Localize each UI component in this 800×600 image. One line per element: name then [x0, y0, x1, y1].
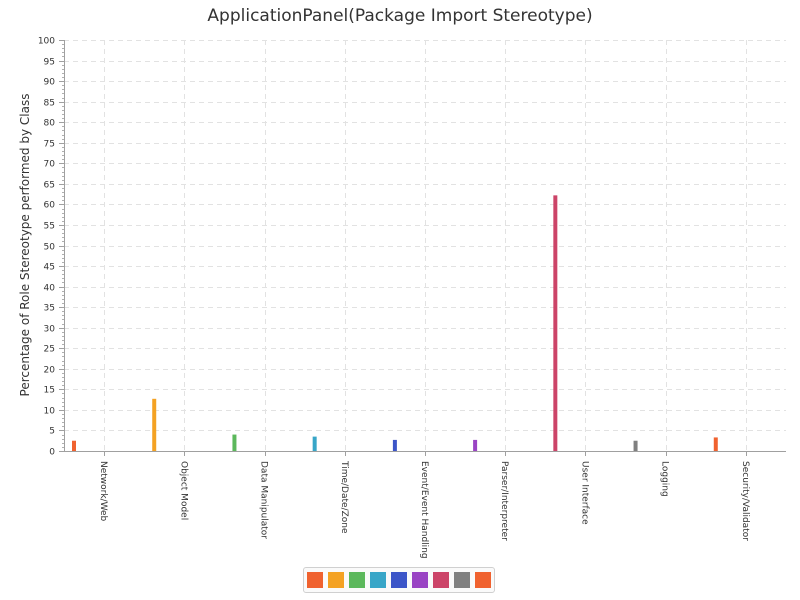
y-tick-label: 85: [44, 99, 55, 109]
legend-swatch[interactable]: [370, 572, 386, 588]
bar-security-validator: [713, 437, 718, 451]
y-tick-label: 80: [44, 119, 56, 129]
legend: [303, 567, 495, 593]
y-tick-label: 95: [44, 58, 55, 68]
bar-user-interface: [553, 195, 558, 451]
bars: [72, 195, 718, 451]
x-tick-label: Network/Web: [98, 461, 108, 522]
x-tick-label: Object Model: [178, 461, 188, 520]
y-tick-label: 55: [44, 222, 55, 232]
bar-event-event-handling: [392, 439, 397, 451]
grid-lines: [64, 40, 786, 451]
y-axis-title: Percentage of Role Stereotype performed …: [18, 94, 32, 397]
y-tick-label: 45: [44, 263, 55, 273]
chart-title: ApplicationPanel(Package Import Stereoty…: [207, 6, 593, 26]
y-tick-label: 70: [44, 160, 56, 170]
x-tick-label: Logging: [660, 461, 670, 497]
y-tick-label: 15: [44, 386, 55, 396]
legend-swatch[interactable]: [307, 572, 323, 588]
x-tick-label: Event/Event Handling: [419, 461, 429, 559]
y-tick-label: 20: [44, 366, 56, 376]
x-tick-label: Security/Validator: [740, 461, 750, 541]
bar-logging: [633, 440, 638, 451]
y-tick-label: 5: [49, 427, 55, 437]
bar-network-web: [72, 440, 76, 451]
x-tick-label: User Interface: [579, 461, 589, 525]
bar-object-model: [152, 398, 157, 451]
bar-data-manipulator: [232, 434, 237, 451]
y-tick-label: 100: [38, 37, 55, 47]
y-tick-label: 60: [44, 201, 56, 211]
legend-swatch[interactable]: [433, 572, 449, 588]
axis-labels: 0 5 10 15 20 25 30 35 40 45 50 55 60 65 70 75 80 85 90 95 10…: [38, 37, 750, 559]
legend-swatch[interactable]: [412, 572, 428, 588]
x-tick-label: Time/Date/Zone: [339, 460, 349, 534]
legend-swatch[interactable]: [475, 572, 491, 588]
legend-swatch[interactable]: [328, 572, 344, 588]
y-tick-label: 40: [44, 284, 56, 294]
bar-parser-interpreter: [473, 439, 478, 451]
x-tick-label: Data Manipulator: [259, 461, 269, 539]
y-tick-label: 35: [44, 304, 55, 314]
y-tick-label: 75: [44, 140, 55, 150]
axes: [59, 40, 786, 456]
y-tick-label: 10: [44, 407, 56, 417]
y-tick-label: 30: [44, 325, 56, 335]
legend-swatch[interactable]: [454, 572, 470, 588]
y-tick-label: 0: [49, 448, 55, 458]
legend-swatch[interactable]: [349, 572, 365, 588]
y-tick-label: 90: [44, 78, 56, 88]
y-tick-label: 25: [44, 345, 55, 355]
y-tick-label: 65: [44, 181, 55, 191]
y-tick-label: 50: [44, 243, 56, 253]
legend-swatch[interactable]: [391, 572, 407, 588]
x-tick-label: Parser/Interpreter: [499, 461, 509, 541]
bar-time-date-zone: [312, 436, 317, 451]
